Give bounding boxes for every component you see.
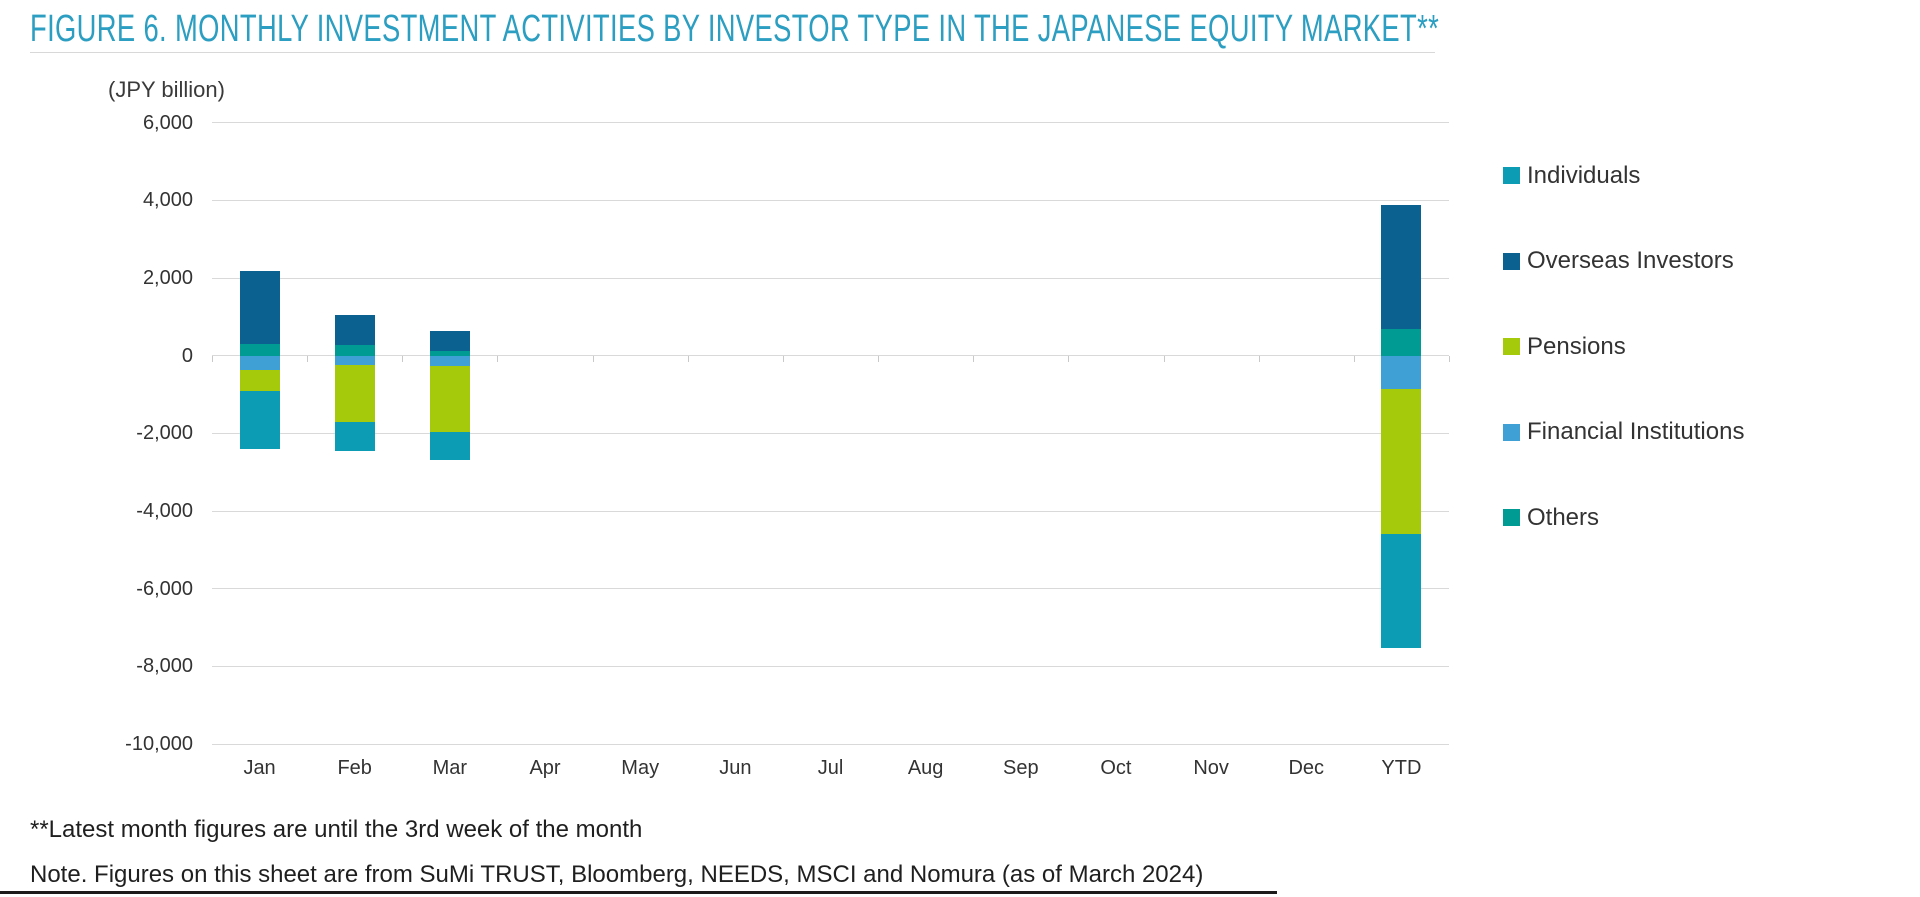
y-axis-tick-label: 0 xyxy=(181,344,193,367)
axis-tick xyxy=(973,355,975,362)
bar-segment-overseas-investors-feb xyxy=(334,314,375,345)
gridline xyxy=(212,199,1449,201)
y-axis-tick-label: -6,000 xyxy=(136,577,193,600)
axis-tick xyxy=(307,355,309,362)
bar-segment-pensions-ytd xyxy=(1381,389,1422,534)
x-axis-tick-label: Dec xyxy=(1288,757,1325,779)
bar-segment-others-ytd xyxy=(1381,329,1422,356)
legend-label: Pensions xyxy=(1527,332,1626,360)
y-axis-tick-label: 6,000 xyxy=(142,111,193,134)
bar-segment-financial-institutions-ytd xyxy=(1381,355,1422,390)
gridline xyxy=(212,510,1449,512)
axis-tick xyxy=(497,355,499,362)
axis-tick xyxy=(1353,355,1355,362)
title-underline xyxy=(30,52,1435,53)
axis-tick xyxy=(1163,355,1165,362)
bar-segment-others-jan xyxy=(239,344,280,356)
y-axis-tick-label: -2,000 xyxy=(136,422,193,445)
y-axis-tick-label: -4,000 xyxy=(136,500,193,523)
legend-item-overseas-investors: Overseas Investors xyxy=(1503,247,1734,275)
legend-swatch-icon xyxy=(1503,509,1520,526)
x-axis-tick-label: Jan xyxy=(243,757,276,779)
y-axis-tick-label: 4,000 xyxy=(142,189,193,212)
gridline xyxy=(212,743,1449,745)
gridline xyxy=(212,355,1449,357)
legend-item-individuals: Individuals xyxy=(1503,162,1640,190)
footnote-source-note: Note. Figures on this sheet are from SuM… xyxy=(30,861,1204,888)
axis-tick xyxy=(402,355,404,362)
y-axis-tick-label: -8,000 xyxy=(136,655,193,678)
axis-tick xyxy=(1258,355,1260,362)
y-axis-tick-label: 2,000 xyxy=(142,267,193,290)
bar-segment-pensions-jan xyxy=(239,370,280,392)
y-axis-tick-label: -10,000 xyxy=(125,733,193,755)
axis-tick xyxy=(592,355,594,362)
legend-label: Overseas Investors xyxy=(1527,247,1734,274)
x-axis-tick-label: May xyxy=(621,757,660,779)
x-axis-tick-label: Jun xyxy=(719,757,752,779)
legend-swatch-icon xyxy=(1503,423,1520,441)
bar-segment-pensions-feb xyxy=(334,364,375,423)
legend-swatch-icon xyxy=(1503,167,1520,184)
axis-tick xyxy=(687,355,689,362)
x-axis-tick-label: Aug xyxy=(907,757,944,779)
gridline xyxy=(212,665,1449,667)
bar-segment-overseas-investors-ytd xyxy=(1381,205,1422,330)
x-axis-tick-label: Feb xyxy=(337,757,372,779)
axis-tick xyxy=(782,355,784,362)
bar-segment-individuals-mar xyxy=(429,432,470,460)
bar-segment-overseas-investors-mar xyxy=(429,330,470,352)
legend-item-pensions: Pensions xyxy=(1503,333,1626,361)
axis-tick xyxy=(1449,355,1450,362)
bar-segment-individuals-ytd xyxy=(1381,533,1422,649)
page-bottom-border xyxy=(0,891,1277,894)
bar-segment-financial-institutions-jan xyxy=(239,355,280,371)
legend-label: Individuals xyxy=(1527,161,1641,189)
x-axis-tick-label: Apr xyxy=(529,757,561,779)
bar-segment-individuals-jan xyxy=(239,391,280,449)
gridline xyxy=(212,432,1449,434)
x-axis-tick-label: Mar xyxy=(432,757,468,779)
footnote-latest-month: **Latest month figures are until the 3rd… xyxy=(30,816,643,843)
axis-tick xyxy=(1068,355,1070,362)
legend-label: Others xyxy=(1527,503,1600,531)
bar-segment-financial-institutions-mar xyxy=(429,355,470,367)
bar-segment-individuals-feb xyxy=(334,422,375,452)
x-axis-tick-label: Jul xyxy=(817,757,844,779)
legend-swatch-icon xyxy=(1503,252,1520,270)
legend-item-others: Others xyxy=(1503,504,1599,532)
stacked-bar-chart: 6,000 4,000 2,000 0 -2,000 -4,000 -6,000 -8,000… xyxy=(125,111,1450,779)
y-axis-unit-label: (JPY billion) xyxy=(108,77,225,102)
legend-swatch-icon xyxy=(1503,338,1520,355)
gridline xyxy=(212,122,1449,124)
bar-segment-pensions-mar xyxy=(429,366,470,433)
bar-segment-others-mar xyxy=(429,351,470,356)
bar-segment-financial-institutions-feb xyxy=(334,355,375,365)
x-axis-tick-label: Sep xyxy=(1002,757,1039,779)
legend-label: Financial Institutions xyxy=(1527,418,1745,445)
axis-tick xyxy=(878,355,880,362)
bar-segment-overseas-investors-jan xyxy=(239,271,280,345)
x-axis-tick-label: Nov xyxy=(1193,757,1229,779)
bar-segment-others-feb xyxy=(334,344,375,356)
x-axis-tick-label: YTD xyxy=(1381,757,1422,779)
x-axis-tick-label: Oct xyxy=(1100,757,1132,779)
axis-tick xyxy=(212,355,213,362)
figure-title: FIGURE 6. MONTHLY INVESTMENT ACTIVITIES … xyxy=(30,8,1440,50)
legend-item-financial-institutions: Financial Institutions xyxy=(1503,418,1744,446)
gridline xyxy=(212,277,1449,279)
gridline xyxy=(212,588,1449,590)
